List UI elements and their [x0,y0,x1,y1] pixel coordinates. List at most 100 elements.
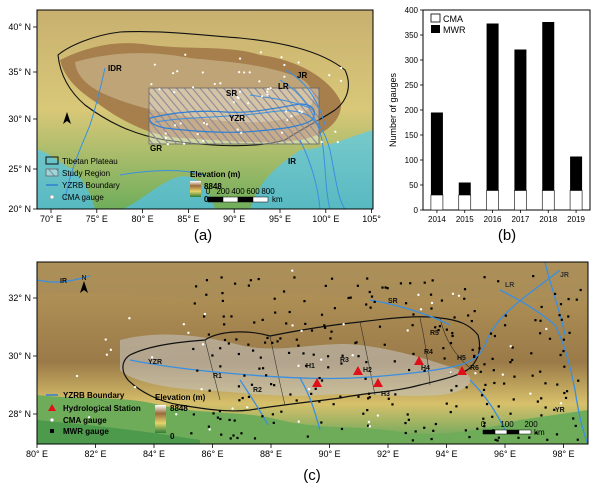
legend-study-region-label: Study Region [62,169,110,178]
bar-cma [458,194,472,211]
mwr-gauge-marker [237,352,240,356]
mwr-gauge-marker [528,436,531,439]
mwr-gauge-marker [192,413,195,416]
map-a-frame [36,9,374,210]
cma-gauge-marker [202,121,206,124]
mwr-gauge-marker [468,435,471,439]
mwr-gauge-marker [476,427,479,430]
mwr-gauge-marker [455,405,458,408]
mwr-gauge-marker [443,357,446,360]
mwr-gauge-marker [577,379,580,382]
mwr-gauge-marker [479,370,482,373]
cma-gauge-marker [248,71,251,74]
cma-gauge-marker [368,425,372,428]
mwr-gauge-marker [494,438,497,441]
mwr-gauge-marker [320,421,323,424]
mwr-gauge-marker [473,309,476,313]
map-c-scale-tick: 200 [524,420,538,429]
mwr-gauge-marker [258,367,261,370]
cma-gauge-marker [133,385,137,389]
mwr-gauge-marker [341,354,344,357]
mwr-gauge-marker [324,284,327,287]
chart-bars [430,22,583,211]
mwr-gauge-marker [233,282,237,285]
mwr-gauge-marker [280,410,283,413]
mwr-gauge-marker [437,329,440,332]
cma-gauge-marker [266,93,269,96]
map-c-lon-label: 92° E [377,449,399,459]
bar-mwr [486,23,499,191]
mwr-gauge-marker [261,415,264,418]
cma-gauge-marker [320,358,323,361]
map-a-lat-label: 40° N [8,22,31,32]
mwr-gauge-marker [227,342,230,345]
chart-x-tick-label: 2014 [428,215,446,224]
map-c-lon-ticks: 80° E 82° E 84° E 86° E 88° E 90° E 92° E 94° E… [26,444,575,459]
mwr-gauge-marker [327,366,330,369]
mwr-gauge-marker [249,279,252,282]
mwr-gauge-marker [223,323,226,326]
mwr-gauge-marker [407,418,410,421]
cma-gauge-marker [219,82,222,85]
cma-gauge-marker [191,86,195,89]
mwr-gauge-marker [220,433,223,436]
mwr-gauge-marker [229,437,232,440]
map-a-lon-label: 75° E [86,214,108,224]
mwr-gauge-marker [333,307,337,310]
mwr-gauge-marker [412,352,415,356]
mwr-gauge-marker [357,395,360,398]
mwr-gauge-marker [563,391,566,395]
hydro-station-h2 [353,366,363,375]
bar-mwr [430,112,443,195]
chart-y-axis-label: Number of gauges [388,72,398,147]
mwr-gauge-marker [257,277,260,281]
mwr-gauge-marker [219,417,222,421]
cma-gauge-marker [202,139,205,142]
cma-gauge-marker [238,70,241,74]
cma-gauge-marker [150,356,154,359]
mwr-gauge-marker [228,418,231,422]
mwr-gauge-marker [493,334,497,338]
cma-gauge-marker [236,128,239,131]
map-c-scale-unit: km [534,428,545,437]
map-c-place-label: R2 [253,387,262,394]
mwr-gauge-marker [544,406,547,409]
cma-gauge-marker [266,87,269,91]
mwr-gauge-marker [540,414,543,417]
mwr-gauge-marker [393,360,396,363]
mwr-gauge-marker [511,358,514,362]
mwr-gauge-marker [208,389,211,392]
mwr-gauge-marker [364,377,367,380]
cma-gauge-marker [283,75,286,78]
hydro-station-h4 [414,356,424,365]
legend-yzrb-label: YZRB Boundary [62,181,120,190]
legend-elevation-max: 8848 [204,182,222,191]
mwr-gauge-marker [273,297,276,300]
legend-c-cma-label: CMA gauge [63,416,107,425]
mwr-gauge-marker [423,426,426,429]
legend-c-hydro-label: Hydrological Station [63,404,141,413]
chart-legend: CMA MWR [430,13,466,35]
chart-y-tick-label: 200 [405,106,419,115]
mwr-gauge-marker [357,355,360,358]
mwr-gauge-marker [404,302,408,305]
cma-gauge-marker [105,353,109,356]
map-a-scale-unit: km [272,195,283,204]
mwr-gauge-marker [237,385,241,388]
mwr-gauge-marker [295,399,298,402]
mwr-gauge-marker [483,363,486,366]
mwr-gauge-marker [207,333,210,336]
chart-y-tick-label: 400 [405,6,419,15]
mwr-gauge-marker [367,397,370,400]
mwr-gauge-marker [221,299,224,303]
map-c-frame [36,261,589,445]
mwr-gauge-marker [497,280,500,283]
mwr-gauge-marker [285,322,288,325]
mwr-gauge-marker [564,396,568,400]
mwr-gauge-marker [274,311,277,314]
legend-c-elevation-ramp [155,405,166,433]
bar-cma [514,190,527,211]
bar-mwr [570,156,583,191]
map-a-scale-tick: 800 [261,187,275,196]
